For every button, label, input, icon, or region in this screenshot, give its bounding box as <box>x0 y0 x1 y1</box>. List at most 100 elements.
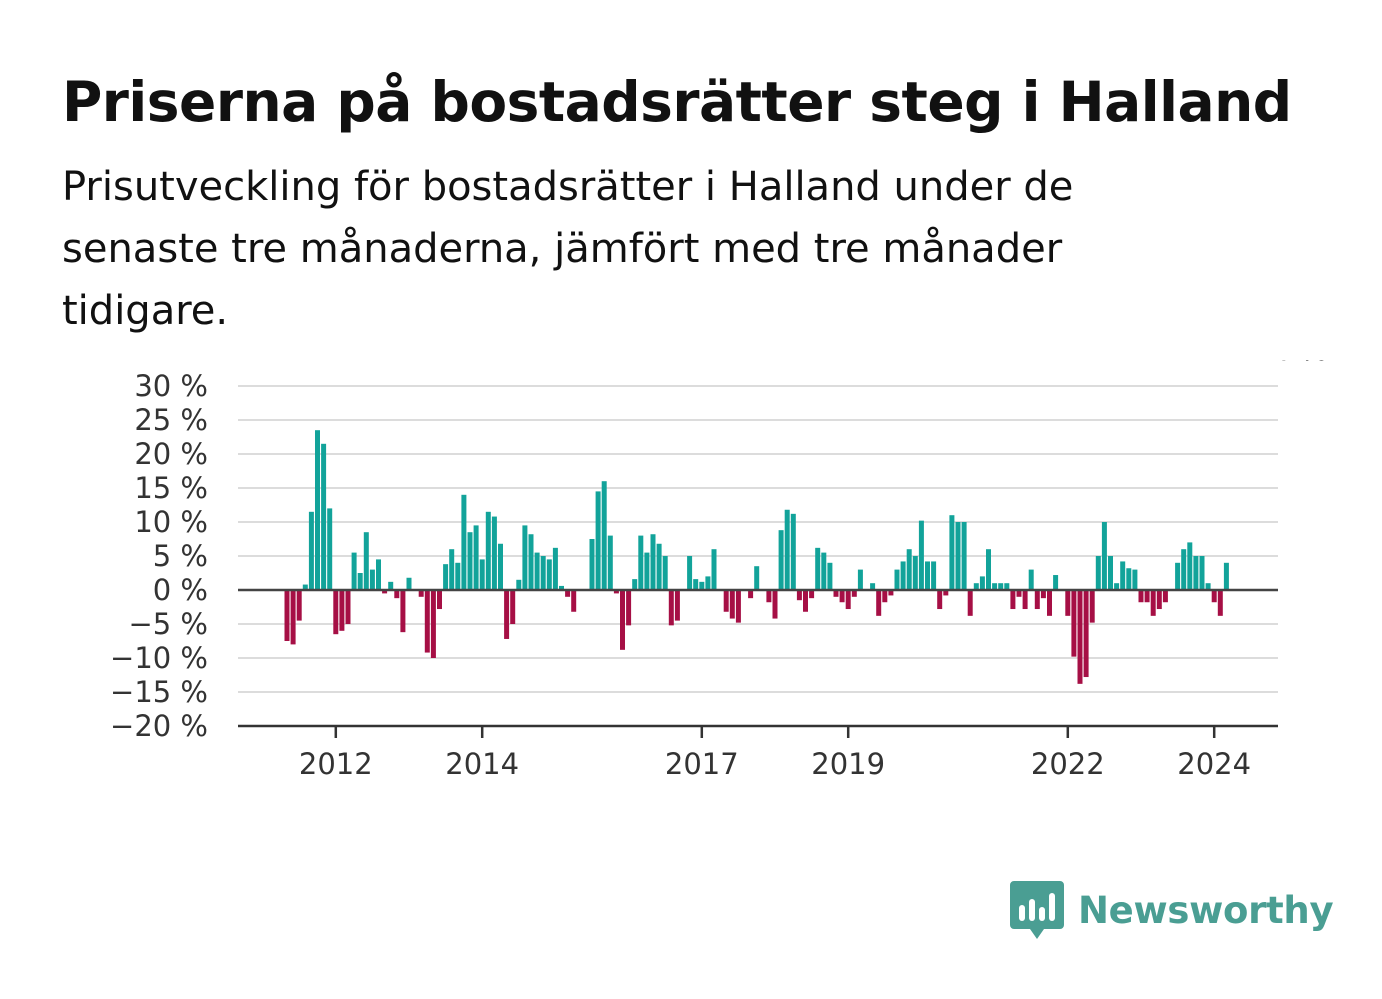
bar <box>552 547 558 590</box>
bar <box>540 556 546 590</box>
bar <box>321 443 327 590</box>
bar <box>1193 556 1199 590</box>
bar <box>424 590 430 653</box>
bar <box>522 525 528 590</box>
bar <box>1205 583 1211 590</box>
bar <box>1095 556 1101 590</box>
bar <box>1114 583 1120 590</box>
bar <box>796 590 802 601</box>
bar <box>949 515 955 590</box>
bar <box>937 590 943 610</box>
bar <box>1065 590 1071 616</box>
bar <box>607 535 613 590</box>
bar <box>809 590 815 599</box>
bar <box>650 534 656 590</box>
bar <box>1120 561 1126 590</box>
bars <box>284 430 1229 684</box>
bar <box>723 590 729 612</box>
bar <box>1150 590 1156 616</box>
bar <box>546 559 552 590</box>
bar <box>1138 590 1144 603</box>
gridlines <box>238 385 1278 693</box>
bar <box>870 583 876 590</box>
bar <box>308 511 314 590</box>
bar <box>790 513 796 590</box>
y-tick-label: 20 % <box>134 437 208 471</box>
bar <box>882 590 888 603</box>
bar <box>1004 583 1010 590</box>
bar <box>1126 568 1132 590</box>
bar <box>766 590 772 603</box>
y-tick-label: −15 % <box>110 675 208 709</box>
bar <box>595 491 601 590</box>
tick-labels: 30 %25 %20 %15 %10 %5 %0 %−5 %−10 %−15 %… <box>110 360 1328 781</box>
bar <box>961 522 967 590</box>
x-tick-label: 2024 <box>1177 747 1251 781</box>
bar-chart: 30 %25 %20 %15 %10 %5 %0 %−5 %−10 %−15 %… <box>110 360 1328 781</box>
bar <box>1156 590 1162 610</box>
bar <box>1187 542 1193 590</box>
bar <box>491 516 497 590</box>
y-tick-label: 0 % <box>153 573 208 607</box>
bar <box>290 590 296 645</box>
bar <box>1108 556 1113 590</box>
bar <box>687 556 693 590</box>
bar <box>699 581 705 590</box>
bar <box>1071 590 1077 657</box>
bar <box>1016 590 1022 597</box>
y-tick-label: −20 % <box>110 709 208 743</box>
bar <box>449 549 455 590</box>
bar <box>333 590 339 635</box>
bar <box>345 590 351 624</box>
bar <box>851 590 857 597</box>
bar <box>351 552 357 590</box>
bar <box>461 494 467 590</box>
bar <box>803 590 808 612</box>
bar <box>772 590 778 619</box>
bar <box>467 532 473 590</box>
bar <box>900 561 906 590</box>
bar <box>748 590 754 599</box>
bar <box>735 590 741 623</box>
bar <box>296 590 302 621</box>
bar <box>613 590 619 594</box>
bar <box>833 590 839 597</box>
bar <box>656 543 662 590</box>
newsworthy-logo-icon <box>1010 881 1064 939</box>
bar <box>925 561 930 590</box>
x-tick-label: 2012 <box>299 747 373 781</box>
bar <box>1175 562 1181 590</box>
bar <box>992 583 998 590</box>
x-tick-label: 2022 <box>1031 747 1105 781</box>
last-value-label: 4 % <box>1271 360 1328 368</box>
y-tick-label: 15 % <box>134 471 208 505</box>
brand-name: Newsworthy <box>1078 888 1334 932</box>
bar <box>845 590 851 610</box>
bar <box>528 534 534 590</box>
bar <box>430 590 436 658</box>
bar <box>455 562 461 590</box>
bar <box>406 577 412 590</box>
bar <box>284 590 290 641</box>
y-tick-label: −5 % <box>128 607 208 641</box>
bar <box>644 552 650 590</box>
bar <box>339 590 345 631</box>
bar <box>498 543 503 590</box>
bar <box>382 590 388 594</box>
bar <box>1132 569 1138 590</box>
bar <box>1144 590 1150 603</box>
bar <box>1034 590 1040 610</box>
bar <box>559 585 564 590</box>
bar <box>912 556 918 590</box>
bar <box>357 573 363 590</box>
bar <box>998 583 1004 590</box>
bar <box>931 561 937 590</box>
bar <box>571 590 577 612</box>
bar <box>479 559 485 590</box>
y-tick-label: 30 % <box>134 369 208 403</box>
bar <box>504 590 510 639</box>
bar <box>662 556 668 590</box>
bar <box>638 535 644 590</box>
bar <box>1077 590 1083 684</box>
bar <box>1101 522 1107 590</box>
